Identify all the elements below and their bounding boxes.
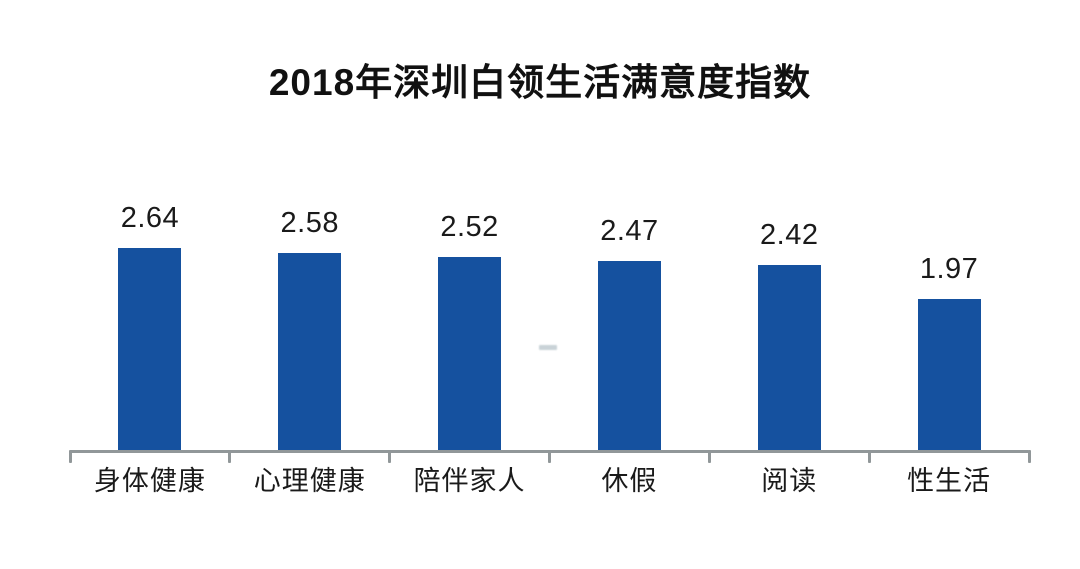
bar-value-label: 2.52 [440, 211, 499, 244]
x-axis-category-label: 阅读 [761, 466, 818, 496]
bar [438, 257, 502, 450]
x-axis-category-label: 心理健康 [253, 466, 366, 496]
bar-group: 2.42 [709, 218, 869, 450]
bar-group: 2.52 [390, 210, 550, 450]
bar-group: 2.58 [230, 206, 390, 450]
watermark-dash [539, 345, 557, 350]
x-axis-tick [867, 450, 871, 463]
bar-group: 2.64 [70, 201, 230, 450]
x-axis-tick [1027, 450, 1031, 463]
bar-group: 1.97 [869, 252, 1029, 450]
bar [118, 248, 182, 450]
bar [597, 261, 661, 450]
bar [278, 252, 342, 450]
bar [917, 299, 981, 450]
x-axis-category-label: 陪伴家人 [413, 466, 526, 496]
x-axis-tick [548, 450, 551, 463]
x-axis-tick [228, 450, 232, 463]
bar [757, 264, 821, 450]
x-axis-category-label: 休假 [601, 466, 658, 496]
bar-value-label: 2.42 [760, 218, 819, 251]
x-axis-tick [68, 450, 72, 463]
bar-value-label: 1.97 [919, 253, 979, 286]
bar-value-label: 2.47 [600, 215, 659, 248]
x-axis-tick [707, 450, 711, 463]
bar-group: 2.47 [550, 214, 710, 450]
x-axis-tick [388, 450, 392, 463]
x-axis-category-label: 性生活 [907, 466, 992, 496]
bar-value-label: 2.64 [120, 202, 180, 235]
bar-value-label: 2.58 [280, 206, 339, 239]
x-axis-category-label: 身体健康 [93, 466, 206, 496]
chart-title: 2018年深圳白领生活满意度指数 [268, 62, 812, 103]
